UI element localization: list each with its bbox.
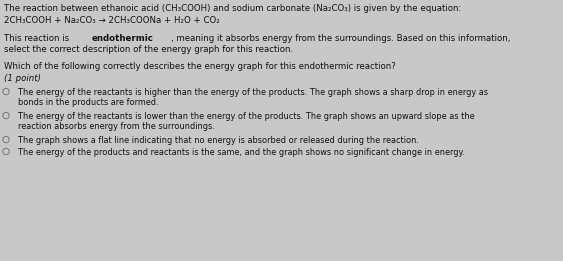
Text: The energy of the reactants is higher than the energy of the products. The graph: The energy of the reactants is higher th… [18,88,488,97]
Text: The energy of the products and reactants is the same, and the graph shows no sig: The energy of the products and reactants… [18,148,464,157]
Text: , meaning it absorbs energy from the surroundings. Based on this information,: , meaning it absorbs energy from the sur… [171,34,511,43]
Text: 2CH₃COOH + Na₂CO₃ → 2CH₃COONa + H₂O + CO₂: 2CH₃COOH + Na₂CO₃ → 2CH₃COONa + H₂O + CO… [4,16,220,25]
Text: bonds in the products are formed.: bonds in the products are formed. [18,98,159,107]
Text: This reaction is: This reaction is [4,34,72,43]
Text: Which of the following correctly describes the energy graph for this endothermic: Which of the following correctly describ… [4,62,396,71]
Text: The reaction between ethanoic acid (CH₃COOH) and sodium carbonate (Na₂CO₃) is gi: The reaction between ethanoic acid (CH₃C… [4,4,461,13]
Text: reaction absorbs energy from the surroundings.: reaction absorbs energy from the surroun… [18,122,215,131]
Text: The graph shows a flat line indicating that no energy is absorbed or released du: The graph shows a flat line indicating t… [18,136,419,145]
Text: (1 point): (1 point) [4,74,41,83]
Text: select the correct description of the energy graph for this reaction.: select the correct description of the en… [4,45,293,54]
Text: The energy of the reactants is lower than the energy of the products. The graph : The energy of the reactants is lower tha… [18,112,475,121]
Text: endothermic: endothermic [92,34,154,43]
